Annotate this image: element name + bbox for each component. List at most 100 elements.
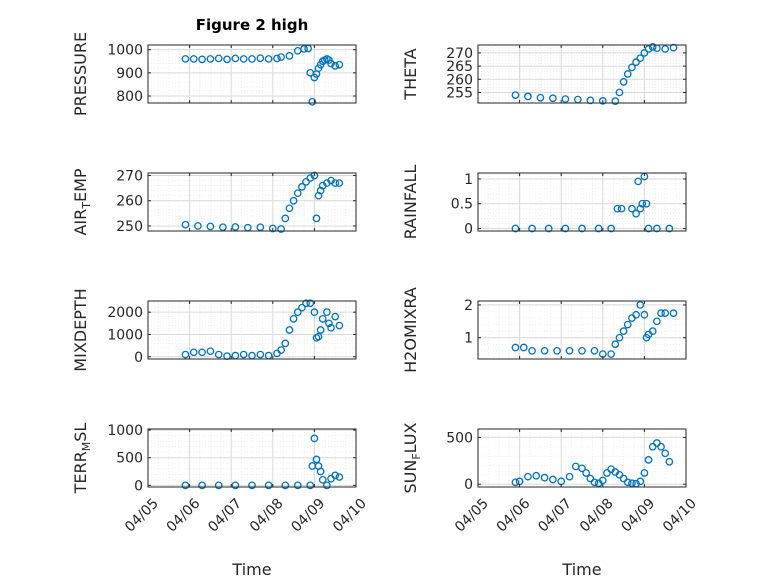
y-axis-label-tail: LUX (401, 422, 420, 453)
panel-h2omixra: 1 2 H2OMIXRA (401, 287, 687, 373)
y-axis-label-tail: SL (71, 423, 90, 442)
y-axis-label: PRESSURE (71, 32, 90, 116)
data-point (298, 303, 306, 312)
data-point (634, 177, 643, 186)
data-point (231, 481, 240, 490)
data-point (598, 97, 607, 105)
data-point (565, 346, 574, 355)
data-point (302, 299, 310, 308)
data-point (598, 476, 607, 485)
data-point (648, 327, 657, 335)
y-axis-label-main: MIXDEPTH (71, 288, 90, 371)
y-tick-label: 1 (464, 331, 473, 347)
data-point (308, 97, 317, 106)
data-point (549, 94, 557, 103)
data-point (327, 59, 335, 68)
y-axis-label-main: RAINFALL (401, 165, 420, 240)
data-point (239, 350, 248, 359)
data-point (549, 475, 557, 484)
data-point (331, 471, 340, 480)
data-point (615, 470, 624, 479)
data-point (264, 55, 273, 63)
data-point (335, 321, 344, 330)
data-point (181, 481, 190, 490)
data-point (281, 214, 290, 223)
data-point (628, 479, 636, 488)
data-point (613, 204, 622, 213)
y-axis-label-main: TERR (71, 451, 90, 494)
data-point (653, 439, 661, 447)
data-point (327, 323, 335, 332)
data-point (586, 474, 595, 483)
axes-box (147, 172, 357, 232)
data-point (561, 95, 570, 103)
data-point (653, 317, 661, 326)
data-point (231, 223, 240, 231)
y-axis-label: AIRTEMP (71, 168, 93, 235)
data-point (219, 223, 227, 232)
y-tick-label: 800 (116, 89, 143, 105)
data-point (607, 224, 615, 233)
data-point (189, 55, 198, 63)
data-point (310, 434, 319, 443)
y-axis-label-sub: F (410, 453, 423, 459)
data-point (214, 350, 223, 359)
data-point (293, 189, 302, 198)
data-point (304, 44, 313, 53)
data-point (264, 481, 273, 490)
data-point (565, 472, 574, 481)
y-axis-label-main: SUN (401, 460, 420, 494)
data-point (665, 457, 674, 466)
data-point (181, 350, 190, 359)
data-point (316, 467, 325, 476)
data-point (268, 224, 277, 233)
data-point (524, 472, 532, 481)
data-point (223, 55, 231, 64)
data-point (590, 346, 599, 355)
data-point (312, 455, 321, 464)
data-point (640, 49, 649, 57)
x-tick-label: 04/05 (452, 496, 492, 536)
data-point (312, 214, 321, 223)
data-point (256, 223, 265, 232)
panel-air_temp: 250 260 270 AIRTEMP (71, 168, 357, 236)
data-point (628, 204, 636, 213)
data-point (578, 464, 586, 473)
y-tick-label: 1 (464, 172, 473, 188)
data-point (323, 308, 331, 317)
data-point (582, 469, 591, 477)
x-tick-label: 04/05 (122, 496, 162, 536)
y-tick-label: 270 (446, 46, 473, 62)
y-tick-label: 1000 (107, 43, 143, 59)
data-point (640, 310, 649, 319)
data-point (281, 339, 290, 348)
x-axis-label: Time (231, 560, 271, 579)
y-tick-label: 2000 (107, 305, 143, 321)
data-point (661, 449, 670, 458)
data-point (657, 309, 665, 317)
data-point (335, 179, 344, 187)
data-point (310, 308, 319, 317)
data-point (256, 350, 265, 359)
data-point (615, 333, 624, 342)
data-point (300, 45, 308, 53)
data-point (223, 352, 231, 360)
y-axis-label: MIXDEPTH (71, 288, 90, 371)
y-tick-label: 0.5 (451, 197, 473, 213)
x-tick-label: 04/07 (535, 496, 575, 536)
data-point (239, 55, 248, 63)
data-point (528, 346, 536, 355)
data-point (310, 171, 319, 180)
data-point (603, 469, 611, 477)
axes-box (477, 44, 687, 104)
y-axis-label: SUNFLUX (401, 422, 423, 493)
data-point (289, 196, 298, 205)
data-point (198, 348, 206, 357)
data-point (206, 222, 215, 231)
y-tick-label: 500 (446, 430, 473, 446)
data-point (607, 350, 615, 358)
data-point (640, 469, 649, 477)
data-point (636, 54, 645, 63)
y-tick-label: 260 (116, 194, 143, 210)
